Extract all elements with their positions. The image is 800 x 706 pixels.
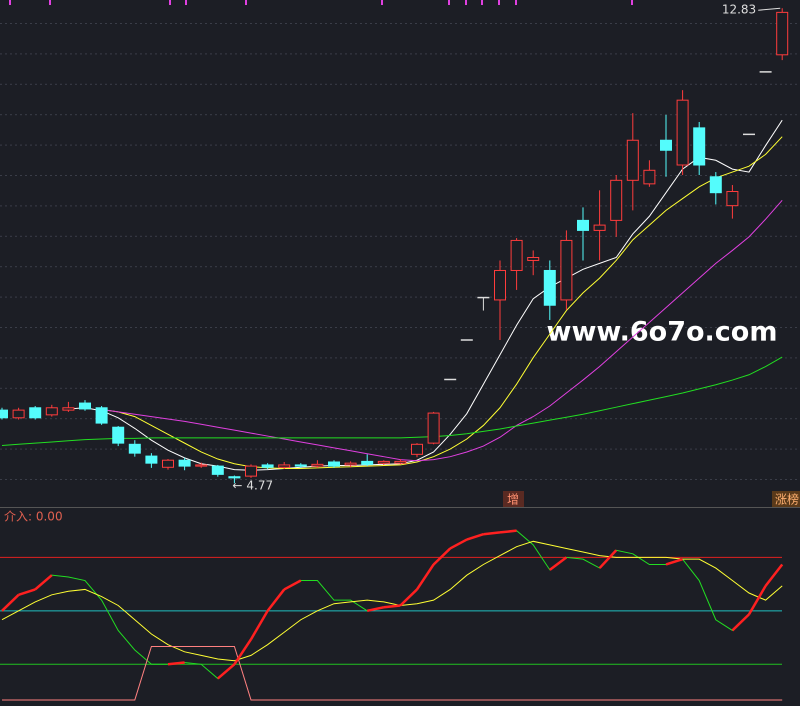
candle-body: [626, 139, 639, 181]
indicator-rise: [399, 588, 418, 607]
candle-body: [726, 191, 739, 207]
candle-body: [577, 219, 589, 231]
indicator-rise: [483, 531, 501, 536]
candle-body: [128, 443, 141, 454]
indicator-rise: [266, 588, 286, 612]
indicator-rise: [283, 579, 302, 591]
indicator-rise: [665, 557, 683, 566]
indicator-rise: [233, 638, 253, 665]
indicator-line: [1, 540, 783, 662]
indicator-rise: [731, 613, 750, 632]
candle-body: [29, 407, 42, 419]
candle-body: [610, 179, 623, 221]
tag: 涨榜: [775, 492, 799, 507]
moving-average: [68, 119, 783, 471]
candle-body: [709, 176, 722, 194]
candle-body: [278, 464, 291, 468]
candle-body: [228, 476, 241, 479]
candle-body: [660, 139, 672, 151]
candle-body: [676, 99, 689, 166]
tag-box: [772, 491, 800, 507]
moving-average: [1, 356, 783, 446]
tag-box: [503, 491, 524, 507]
indicator-rise: [383, 604, 401, 609]
candle-body: [245, 465, 257, 477]
candle-body: [112, 426, 125, 444]
candle-body: [543, 269, 556, 306]
candle-body: [211, 465, 224, 475]
grid: [0, 0, 800, 500]
price-annotation: 4.77: [246, 479, 273, 493]
event-markers: [9, 0, 633, 5]
annotation-arrow: [758, 7, 781, 11]
candle-body: [394, 460, 407, 464]
candle-body: [411, 443, 423, 455]
candle-body: [95, 407, 108, 424]
candle-body: [510, 239, 523, 271]
candle-body: [0, 409, 8, 419]
price-annotation: 12.83: [722, 3, 756, 17]
candle-body: [195, 464, 208, 467]
candle-body: [328, 461, 340, 467]
tag: 增: [507, 493, 519, 507]
candle-body: [560, 239, 573, 301]
candle-body: [311, 463, 324, 467]
candle-body: [527, 257, 540, 261]
indicator-rise: [216, 663, 236, 680]
moving-average: [101, 136, 783, 469]
candle-body: [776, 11, 789, 56]
indicator-rise: [249, 610, 269, 640]
indicator-rise: [449, 538, 468, 550]
candle-body: [361, 460, 374, 465]
candle-body: [178, 459, 191, 467]
candle-body: [494, 269, 506, 301]
candle-body: [643, 169, 656, 185]
watermark: www.6o7o.com: [547, 317, 778, 348]
candle-body: [593, 224, 606, 231]
candle-body: [45, 407, 58, 416]
annotation-arrow: ←: [232, 479, 242, 493]
candle-body: [162, 459, 174, 468]
indicator-rise: [466, 533, 484, 541]
candle-body: [344, 462, 357, 466]
indicator-rise: [167, 661, 185, 666]
indicator-rise: [415, 563, 435, 591]
indicator-title: 介入: 0.00: [4, 510, 63, 524]
indicator-rise: [18, 588, 36, 596]
candle-body: [79, 402, 91, 410]
indicator-rise: [747, 585, 767, 616]
indicator-rise: [764, 563, 784, 587]
indicator-rise: [499, 529, 517, 534]
indicator-rise: [1, 593, 20, 612]
indicator-rise: [549, 556, 568, 571]
candle-body: [377, 460, 390, 464]
indicator-rise: [598, 549, 618, 569]
candle-body: [427, 412, 440, 444]
candle-body: [62, 407, 75, 411]
candle-body: [294, 464, 307, 467]
candle-body: [693, 127, 706, 166]
indicator-rise: [366, 606, 385, 613]
candle-body: [261, 464, 274, 468]
moving-average: [101, 200, 783, 462]
candle-body: [145, 455, 158, 464]
indicator-rise: [432, 547, 452, 566]
indicator-rise: [34, 574, 53, 591]
candle-body: [12, 409, 25, 419]
indicator-line: [2, 645, 783, 701]
